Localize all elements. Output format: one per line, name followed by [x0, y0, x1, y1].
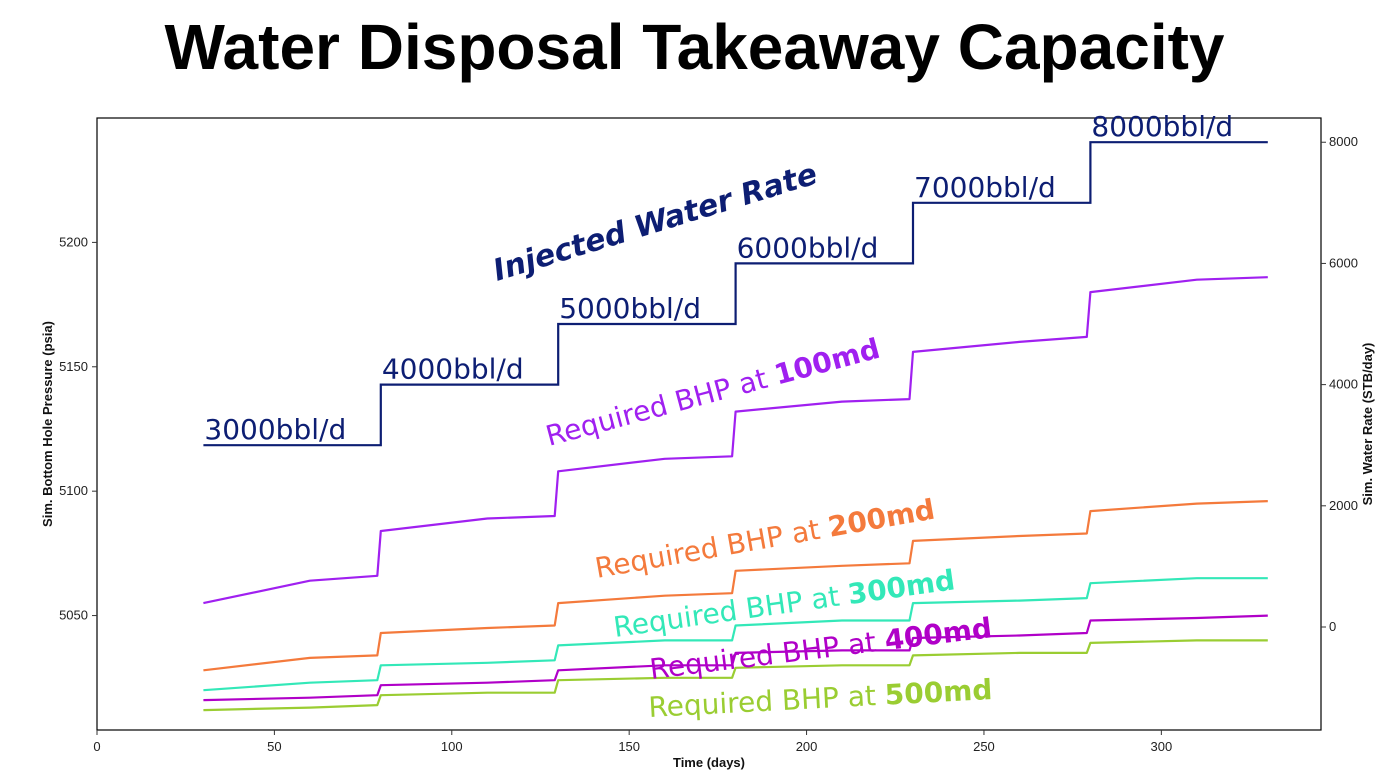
x-tick-label: 150	[618, 739, 640, 754]
chart-title: Water Disposal Takeaway Capacity	[164, 11, 1225, 83]
series-line-md500	[203, 639, 1268, 712]
x-tick-label: 0	[93, 739, 100, 754]
annotation-200md-prefix: Required BHP at	[592, 511, 831, 585]
series-line-md400	[203, 614, 1268, 702]
series-layer	[203, 276, 1268, 712]
x-axis-ticks: 0 50 100 150 200 250 300	[93, 730, 1172, 754]
right-y-tick-label: 2000	[1329, 498, 1358, 513]
left-y-tick-label: 5200	[59, 234, 88, 249]
annotation-500md: Required BHP at 500md	[648, 673, 994, 724]
rate-title-annotation: Injected Water Rate	[489, 157, 821, 289]
annotation-500md-prefix: Required BHP at	[648, 679, 886, 724]
right-y-tick-label: 8000	[1329, 134, 1358, 149]
series-line-md300	[203, 577, 1268, 692]
rate-step-label: 8000bbl/d	[1091, 110, 1233, 143]
series-line-md200	[203, 500, 1268, 672]
annotation-100md-prefix: Required BHP at	[542, 360, 779, 453]
x-tick-label: 200	[796, 739, 818, 754]
annotation-100md-value: 100md	[771, 332, 884, 392]
left-y-tick-label: 5150	[59, 359, 88, 374]
right-y-tick-label: 4000	[1329, 377, 1358, 392]
rate-step-labels: 3000bbl/d 4000bbl/d 5000bbl/d 6000bbl/d 7000…	[204, 110, 1233, 446]
annotation-400md-value: 400md	[883, 611, 994, 657]
annotation-100md: Required BHP at 100md	[542, 332, 883, 453]
annotation-300md-value: 300md	[846, 563, 957, 611]
right-y-tick-label: 0	[1329, 619, 1336, 634]
rate-step-label: 4000bbl/d	[382, 353, 524, 386]
x-tick-label: 100	[441, 739, 463, 754]
x-tick-label: 50	[267, 739, 281, 754]
annotation-200md-value: 200md	[825, 493, 937, 544]
right-y-axis-label: Sim. Water Rate (STB/day)	[1360, 343, 1375, 506]
rate-step-label: 3000bbl/d	[204, 413, 346, 446]
series-line-injected-water-rate	[203, 141, 1268, 447]
rate-step-label: 6000bbl/d	[737, 231, 879, 264]
rate-layer	[203, 141, 1268, 447]
right-y-axis-ticks: 0 2000 4000 6000 8000	[1321, 134, 1358, 634]
plot-frame	[96, 117, 1322, 731]
left-y-axis-ticks: 5050 5100 5150 5200	[59, 234, 97, 623]
series-line-md100	[203, 276, 1268, 605]
left-y-axis-label: Sim. Bottom Hole Pressure (psia)	[40, 321, 55, 527]
x-tick-label: 300	[1150, 739, 1172, 754]
left-y-tick-label: 5100	[59, 483, 88, 498]
annotation-500md-value: 500md	[884, 673, 993, 712]
rate-step-label: 7000bbl/d	[914, 171, 1056, 204]
rate-step-label: 5000bbl/d	[559, 292, 701, 325]
left-y-tick-label: 5050	[59, 608, 88, 623]
right-y-tick-label: 6000	[1329, 255, 1358, 270]
annotation-200md: Required BHP at 200md	[592, 493, 937, 585]
x-axis-label: Time (days)	[673, 755, 745, 770]
x-tick-label: 250	[973, 739, 995, 754]
